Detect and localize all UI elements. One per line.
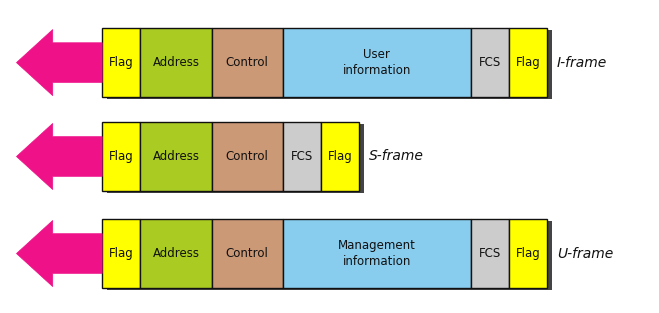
Text: Control: Control	[225, 247, 269, 260]
Bar	[321, 122, 359, 191]
Text: Flag: Flag	[109, 56, 134, 69]
Bar	[140, 28, 212, 97]
Text: User
information: User information	[343, 48, 411, 77]
Bar	[471, 28, 509, 97]
Text: Address: Address	[152, 56, 200, 69]
Bar	[212, 122, 283, 191]
Text: FCS: FCS	[478, 247, 501, 260]
Text: U-frame: U-frame	[557, 247, 613, 260]
Polygon shape	[16, 123, 102, 190]
Text: Control: Control	[225, 56, 269, 69]
Text: Address: Address	[152, 150, 200, 163]
Polygon shape	[16, 220, 102, 287]
Bar	[283, 28, 471, 97]
Bar	[102, 28, 140, 97]
Text: Flag: Flag	[328, 150, 353, 163]
Bar	[509, 28, 547, 97]
Text: Address: Address	[152, 247, 200, 260]
Bar	[283, 219, 471, 288]
Text: FCS: FCS	[478, 56, 501, 69]
Bar	[107, 124, 364, 193]
Bar	[212, 28, 283, 97]
Text: FCS: FCS	[291, 150, 313, 163]
Text: Flag: Flag	[515, 247, 540, 260]
Bar	[212, 219, 283, 288]
Bar	[140, 122, 212, 191]
Bar	[107, 221, 552, 290]
Text: S-frame: S-frame	[369, 150, 424, 163]
Text: Flag: Flag	[109, 247, 134, 260]
Bar	[102, 122, 140, 191]
Bar	[471, 219, 509, 288]
Bar	[509, 219, 547, 288]
Text: Control: Control	[225, 150, 269, 163]
Text: Management
information: Management information	[337, 239, 416, 268]
Bar	[140, 219, 212, 288]
Text: Flag: Flag	[515, 56, 540, 69]
Bar	[107, 30, 552, 99]
Polygon shape	[16, 29, 102, 96]
Text: I-frame: I-frame	[557, 56, 607, 69]
Bar	[283, 122, 321, 191]
Text: Flag: Flag	[109, 150, 134, 163]
Bar	[102, 219, 140, 288]
